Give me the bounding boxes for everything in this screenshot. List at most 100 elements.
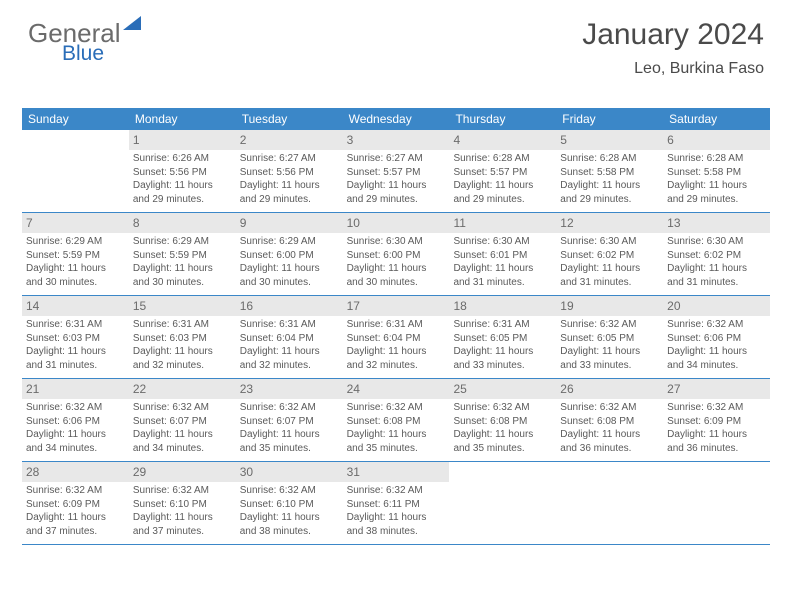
- calendar-cell: 18Sunrise: 6:31 AMSunset: 6:05 PMDayligh…: [449, 296, 556, 378]
- sunrise-line: Sunrise: 6:28 AM: [667, 152, 766, 166]
- day-header-wednesday: Wednesday: [343, 108, 450, 130]
- daylight-line: Daylight: 11 hours: [347, 511, 446, 525]
- calendar-cell: [663, 462, 770, 544]
- calendar-cell: 26Sunrise: 6:32 AMSunset: 6:08 PMDayligh…: [556, 379, 663, 461]
- day-number: 8: [129, 213, 236, 233]
- day-number: 1: [129, 130, 236, 150]
- day-number: 15: [129, 296, 236, 316]
- daylight-line: Daylight: 11 hours: [453, 345, 552, 359]
- sunrise-line: Sunrise: 6:32 AM: [560, 401, 659, 415]
- day-details: Sunrise: 6:28 AMSunset: 5:57 PMDaylight:…: [449, 150, 556, 210]
- brand-word2: Blue: [62, 42, 104, 66]
- sunrise-line: Sunrise: 6:30 AM: [667, 235, 766, 249]
- sunrise-line: Sunrise: 6:31 AM: [347, 318, 446, 332]
- sunset-line: Sunset: 6:10 PM: [240, 498, 339, 512]
- daylight-line: Daylight: 11 hours: [667, 428, 766, 442]
- sunrise-line: Sunrise: 6:29 AM: [133, 235, 232, 249]
- day-details: Sunrise: 6:29 AMSunset: 6:00 PMDaylight:…: [236, 233, 343, 293]
- calendar-cell: 29Sunrise: 6:32 AMSunset: 6:10 PMDayligh…: [129, 462, 236, 544]
- week-row: 21Sunrise: 6:32 AMSunset: 6:06 PMDayligh…: [22, 379, 770, 462]
- calendar-cell: [22, 130, 129, 212]
- day-number: 3: [343, 130, 450, 150]
- daylight-line2: and 33 minutes.: [453, 359, 552, 373]
- daylight-line2: and 37 minutes.: [26, 525, 125, 539]
- day-header-friday: Friday: [556, 108, 663, 130]
- sunset-line: Sunset: 5:57 PM: [453, 166, 552, 180]
- sunset-line: Sunset: 6:08 PM: [560, 415, 659, 429]
- sunset-line: Sunset: 6:10 PM: [133, 498, 232, 512]
- sunrise-line: Sunrise: 6:32 AM: [347, 401, 446, 415]
- daylight-line2: and 29 minutes.: [347, 193, 446, 207]
- day-details: Sunrise: 6:32 AMSunset: 6:08 PMDaylight:…: [556, 399, 663, 459]
- sunrise-line: Sunrise: 6:32 AM: [26, 484, 125, 498]
- daylight-line2: and 37 minutes.: [133, 525, 232, 539]
- day-number: 24: [343, 379, 450, 399]
- calendar-cell: 9Sunrise: 6:29 AMSunset: 6:00 PMDaylight…: [236, 213, 343, 295]
- daylight-line: Daylight: 11 hours: [453, 179, 552, 193]
- day-number: 29: [129, 462, 236, 482]
- day-number: 23: [236, 379, 343, 399]
- sunrise-line: Sunrise: 6:29 AM: [26, 235, 125, 249]
- day-details: Sunrise: 6:32 AMSunset: 6:11 PMDaylight:…: [343, 482, 450, 542]
- sunset-line: Sunset: 6:07 PM: [240, 415, 339, 429]
- daylight-line2: and 29 minutes.: [133, 193, 232, 207]
- day-details: Sunrise: 6:31 AMSunset: 6:04 PMDaylight:…: [343, 316, 450, 376]
- sunrise-line: Sunrise: 6:32 AM: [240, 401, 339, 415]
- day-number: 11: [449, 213, 556, 233]
- sunrise-line: Sunrise: 6:30 AM: [347, 235, 446, 249]
- day-number: 22: [129, 379, 236, 399]
- day-number: 2: [236, 130, 343, 150]
- sunset-line: Sunset: 5:59 PM: [133, 249, 232, 263]
- sunset-line: Sunset: 5:58 PM: [667, 166, 766, 180]
- daylight-line: Daylight: 11 hours: [347, 428, 446, 442]
- calendar-cell: 6Sunrise: 6:28 AMSunset: 5:58 PMDaylight…: [663, 130, 770, 212]
- sunrise-line: Sunrise: 6:28 AM: [453, 152, 552, 166]
- daylight-line2: and 30 minutes.: [26, 276, 125, 290]
- daylight-line: Daylight: 11 hours: [133, 262, 232, 276]
- day-details: Sunrise: 6:29 AMSunset: 5:59 PMDaylight:…: [22, 233, 129, 293]
- daylight-line: Daylight: 11 hours: [560, 179, 659, 193]
- daylight-line: Daylight: 11 hours: [667, 262, 766, 276]
- daylight-line: Daylight: 11 hours: [26, 428, 125, 442]
- daylight-line: Daylight: 11 hours: [240, 262, 339, 276]
- daylight-line: Daylight: 11 hours: [26, 262, 125, 276]
- calendar-cell: 10Sunrise: 6:30 AMSunset: 6:00 PMDayligh…: [343, 213, 450, 295]
- daylight-line2: and 31 minutes.: [667, 276, 766, 290]
- calendar-cell: 8 Sunrise: 6:29 AMSunset: 5:59 PMDaylight…: [129, 213, 236, 295]
- sunrise-line: Sunrise: 6:31 AM: [26, 318, 125, 332]
- day-headers-row: Sunday Monday Tuesday Wednesday Thursday…: [22, 108, 770, 130]
- day-details: Sunrise: 6:27 AMSunset: 5:56 PMDaylight:…: [236, 150, 343, 210]
- day-number: 30: [236, 462, 343, 482]
- calendar: Sunday Monday Tuesday Wednesday Thursday…: [22, 108, 770, 545]
- month-title: January 2024: [582, 18, 764, 52]
- calendar-cell: 11Sunrise: 6:30 AMSunset: 6:01 PMDayligh…: [449, 213, 556, 295]
- daylight-line: Daylight: 11 hours: [667, 179, 766, 193]
- sunset-line: Sunset: 6:06 PM: [667, 332, 766, 346]
- sunset-line: Sunset: 6:00 PM: [240, 249, 339, 263]
- sunset-line: Sunset: 6:02 PM: [667, 249, 766, 263]
- calendar-cell: 5Sunrise: 6:28 AMSunset: 5:58 PMDaylight…: [556, 130, 663, 212]
- daylight-line: Daylight: 11 hours: [347, 262, 446, 276]
- calendar-cell: 22Sunrise: 6:32 AMSunset: 6:07 PMDayligh…: [129, 379, 236, 461]
- sunrise-line: Sunrise: 6:31 AM: [133, 318, 232, 332]
- sunset-line: Sunset: 6:02 PM: [560, 249, 659, 263]
- sunset-line: Sunset: 6:09 PM: [667, 415, 766, 429]
- daylight-line2: and 34 minutes.: [26, 442, 125, 456]
- sunset-line: Sunset: 6:05 PM: [560, 332, 659, 346]
- sunrise-line: Sunrise: 6:27 AM: [347, 152, 446, 166]
- day-number: 14: [22, 296, 129, 316]
- sunrise-line: Sunrise: 6:32 AM: [26, 401, 125, 415]
- sunset-line: Sunset: 5:58 PM: [560, 166, 659, 180]
- calendar-cell: 1Sunrise: 6:26 AMSunset: 5:56 PMDaylight…: [129, 130, 236, 212]
- sunrise-line: Sunrise: 6:32 AM: [133, 401, 232, 415]
- day-details: Sunrise: 6:32 AMSunset: 6:08 PMDaylight:…: [343, 399, 450, 459]
- day-details: Sunrise: 6:31 AMSunset: 6:05 PMDaylight:…: [449, 316, 556, 376]
- sunrise-line: Sunrise: 6:31 AM: [240, 318, 339, 332]
- day-details: Sunrise: 6:26 AMSunset: 5:56 PMDaylight:…: [129, 150, 236, 210]
- sunrise-line: Sunrise: 6:27 AM: [240, 152, 339, 166]
- daylight-line2: and 36 minutes.: [667, 442, 766, 456]
- title-block: January 2024 Leo, Burkina Faso: [582, 18, 764, 78]
- daylight-line2: and 38 minutes.: [240, 525, 339, 539]
- calendar-cell: 28Sunrise: 6:32 AMSunset: 6:09 PMDayligh…: [22, 462, 129, 544]
- sunrise-line: Sunrise: 6:30 AM: [453, 235, 552, 249]
